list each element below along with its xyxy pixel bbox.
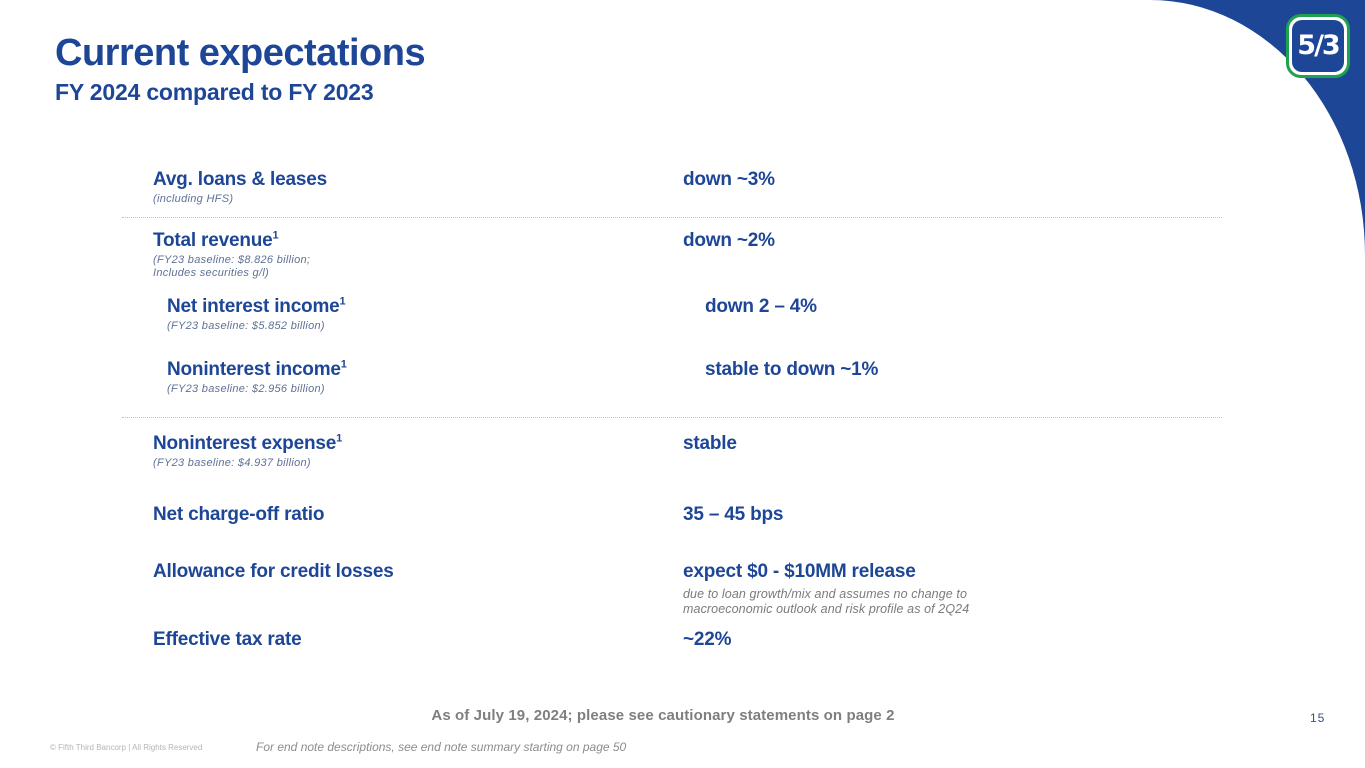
table-row: Noninterest income1 (FY23 baseline: $2.9… [0,359,1240,417]
table-row: Net interest income1 (FY23 baseline: $5.… [0,296,1240,359]
row-value: down ~2% [683,230,775,256]
row-label: Effective tax rate [153,629,1240,651]
row-value-text: down ~2% [683,230,775,251]
row-value-text: stable [683,433,737,454]
row-value: stable [683,433,737,459]
table-row: Allowance for credit losses expect $0 - … [0,561,1240,629]
row-baseline-note-line: (including HFS) [153,193,234,205]
endnote-reference: For end note descriptions, see end note … [256,740,627,754]
row-value: 35 – 45 bps [683,504,783,530]
row-label-text: Allowance for credit losses [153,561,394,582]
fifth-third-logo: 5/3 [1286,14,1350,78]
row-value-note-line: due to loan growth/mix and assumes no ch… [683,587,968,601]
fifth-third-logo-icon: 5/3 [1297,29,1340,61]
row-label-text: Net charge-off ratio [153,504,325,525]
row-label: Allowance for credit losses [153,561,1240,583]
row-value: down ~3% [683,169,775,195]
row-baseline-note: (FY23 baseline: $4.937 billion) [153,457,1240,470]
row-baseline-note: (FY23 baseline: $5.852 billion) [167,320,1240,333]
table-row: Avg. loans & leases (including HFS) down… [0,169,1240,217]
row-value-text: stable to down ~1% [705,359,879,380]
row-label-endnote-sup: 1 [339,295,346,308]
row-label-text: Avg. loans & leases [153,169,327,190]
row-value: expect $0 - $10MM release due to loan gr… [683,561,969,616]
row-label-text: Net interest income [167,296,340,317]
row-label: Avg. loans & leases [153,169,1240,191]
row-baseline-note: (including HFS) [153,193,1240,206]
page-subtitle: FY 2024 compared to FY 2023 [55,79,374,105]
page-title: Current expectations [55,32,426,74]
row-label-text: Noninterest expense [153,433,337,454]
row-value: ~22% [683,629,732,655]
row-value-text: 35 – 45 bps [683,504,784,525]
row-label: Noninterest income1 [167,359,1240,381]
row-value: down 2 – 4% [705,296,817,322]
row-value-note: due to loan growth/mix and assumes no ch… [683,587,969,616]
dotted-divider [122,417,1222,418]
row-label-endnote-sup: 1 [272,229,279,242]
row-value-note-line: macroeconomic outlook and risk profile a… [683,601,970,616]
expectations-table: Avg. loans & leases (including HFS) down… [0,169,1240,669]
row-label: Net charge-off ratio [153,504,1240,526]
row-baseline-note-line: Includes securities g/l) [153,266,270,279]
row-label-text: Total revenue [153,230,273,251]
row-label: Total revenue1 [153,230,1240,252]
table-row: Total revenue1 (FY23 baseline: $8.826 bi… [0,230,1240,296]
row-label-endnote-sup: 1 [340,358,347,371]
copyright-notice: © Fifth Third Bancorp | All Rights Reser… [50,743,203,752]
row-label: Noninterest expense1 [153,433,1240,455]
table-row: Noninterest expense1 (FY23 baseline: $4.… [0,433,1240,504]
row-baseline-note-line: (FY23 baseline: $2.956 billion) [167,383,325,395]
row-label-text: Noninterest income [167,359,341,380]
row-value: stable to down ~1% [705,359,878,385]
row-baseline-note-line: (FY23 baseline: $8.826 billion; [153,254,311,266]
as-of-statement: As of July 19, 2024; please see cautiona… [431,707,895,724]
row-baseline-note-line: (FY23 baseline: $5.852 billion) [167,320,325,332]
page-number: 15 [1310,711,1326,725]
row-label-endnote-sup: 1 [336,432,343,445]
row-baseline-note: (FY23 baseline: $8.826 billion; Includes … [153,254,1240,279]
row-value-text: ~22% [683,629,732,650]
table-row: Net charge-off ratio 35 – 45 bps [0,504,1240,561]
row-value-text: down 2 – 4% [705,296,817,317]
row-label: Net interest income1 [167,296,1240,318]
row-value-text: expect $0 - $10MM release [683,561,916,582]
row-value-text: down ~3% [683,169,775,190]
row-baseline-note: (FY23 baseline: $2.956 billion) [167,383,1240,396]
dotted-divider [122,217,1222,218]
table-row: Effective tax rate ~22% [0,629,1240,669]
row-label-text: Effective tax rate [153,629,302,650]
row-baseline-note-line: (FY23 baseline: $4.937 billion) [153,457,311,469]
fifth-third-logo-shield: 5/3 [1292,20,1344,72]
